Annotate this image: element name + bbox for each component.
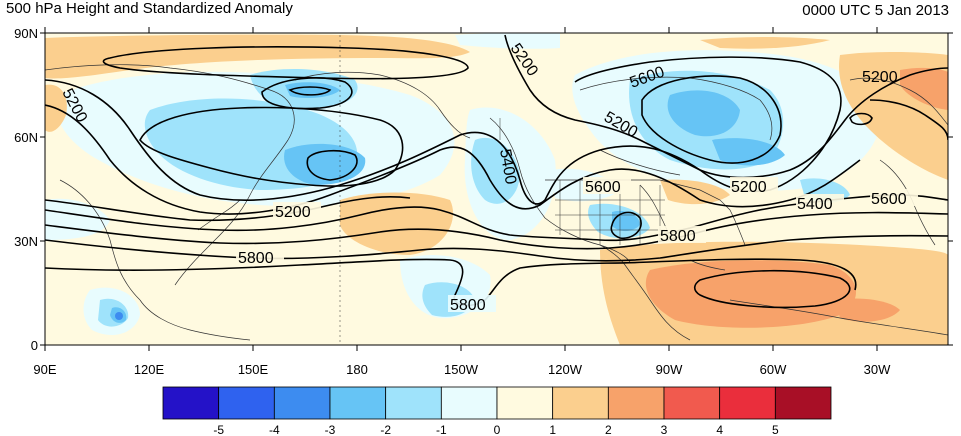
colorbar-tick-label: -1	[436, 423, 447, 436]
colorbar-swatch	[440, 386, 498, 420]
contour-label: 5200	[731, 179, 767, 196]
colorbar-tick-label: 1	[549, 423, 556, 436]
contour-label: 5400	[496, 148, 519, 186]
colorbar-tick-label: 5	[772, 423, 779, 436]
contour-label: 5600	[871, 191, 907, 208]
colorbar-tick-label: 0	[494, 423, 501, 436]
colorbar-tick-label: 2	[605, 423, 612, 436]
contour-label: 5200	[275, 204, 311, 221]
colorbar-swatch	[273, 386, 331, 420]
colorbar-swatch	[162, 386, 220, 420]
anomaly-negative-strong	[110, 82, 785, 323]
contour-label: 5800	[660, 228, 696, 245]
lat-label: 60N	[14, 130, 38, 145]
lat-ticks	[40, 32, 953, 346]
lat-label: 30N	[14, 234, 38, 249]
lon-label: 60W	[760, 362, 787, 377]
lon-labels: 90E 120E 150E 180 150W 120W 90W 60W 30W	[33, 362, 891, 377]
map-plot-area	[45, 33, 948, 345]
coastlines	[45, 64, 948, 341]
colorbar-tick-label: 3	[661, 423, 668, 436]
lon-label: 150E	[238, 362, 269, 377]
plot-frame	[44, 32, 949, 346]
colorbar-swatch	[496, 386, 554, 420]
colorbar-swatch	[719, 386, 776, 420]
colorbar-tick-label: -3	[325, 423, 336, 436]
colorbar: -5 -4 -3 -2 -1 0 1 2 3 4 5	[162, 386, 832, 436]
colorbar-tick-label: -2	[380, 423, 391, 436]
lon-label: 120W	[548, 362, 583, 377]
lat-label: 90N	[14, 26, 38, 41]
contour-label: 5800	[450, 297, 486, 314]
colorbar-swatch	[329, 386, 387, 420]
borders	[339, 35, 665, 345]
colorbar-tick-label: -4	[269, 423, 280, 436]
chart-title: 500 hPa Height and Standardized Anomaly	[6, 0, 293, 17]
lon-label: 150W	[444, 362, 479, 377]
anomaly-negative-extreme	[115, 312, 123, 320]
lon-label: 180	[346, 362, 368, 377]
contour-label: 5600	[585, 179, 621, 196]
contour-label: 5800	[238, 250, 274, 267]
lon-ticks	[44, 27, 878, 351]
lon-label: 90E	[33, 362, 56, 377]
lon-label: 30W	[864, 362, 891, 377]
colorbar-swatch	[385, 386, 442, 420]
colorbar-swatch	[607, 386, 665, 420]
lon-label: 90W	[656, 362, 683, 377]
lon-label: 120E	[134, 362, 165, 377]
colorbar-swatch	[552, 386, 609, 420]
colorbar-swatch	[663, 386, 721, 420]
colorbar-swatch	[774, 386, 832, 420]
anomaly-positive-strong	[645, 67, 948, 328]
contour-label: 5400	[797, 196, 833, 213]
colorbar-tick-label: 4	[716, 423, 723, 436]
colorbar-tick-label: -5	[213, 423, 224, 436]
lat-label: 0	[31, 338, 38, 353]
valid-time: 0000 UTC 5 Jan 2013	[802, 2, 949, 19]
contour-label: 5200	[862, 69, 898, 86]
lat-labels: 90N 60N 30N 0	[14, 26, 38, 353]
colorbar-swatch	[218, 386, 275, 420]
